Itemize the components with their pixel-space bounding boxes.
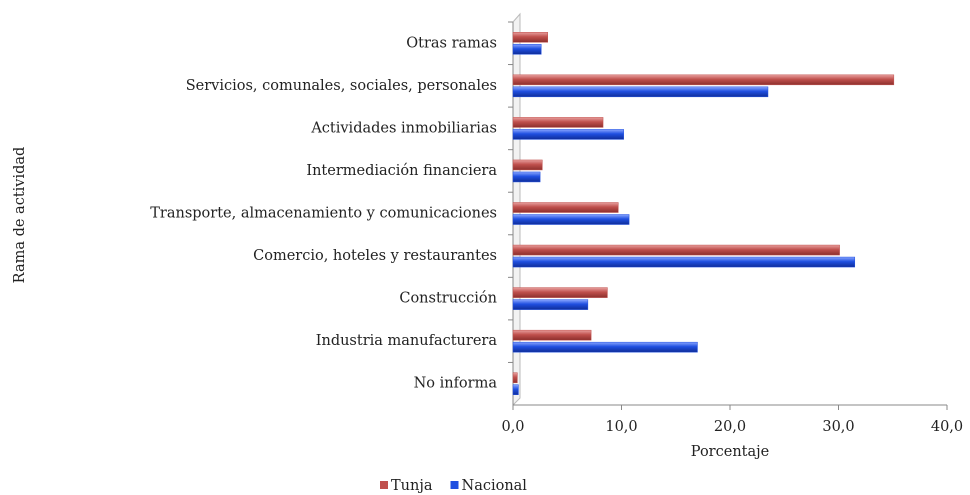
bar — [512, 44, 542, 55]
legend-label: Nacional — [462, 478, 528, 494]
bar — [512, 214, 630, 225]
y-tick-label: Comercio, hoteles y restaurantes — [253, 248, 497, 264]
bar — [512, 372, 518, 383]
y-axis-label: Rama de actividad — [12, 147, 28, 284]
y-tick-label: Industria manufacturera — [316, 333, 498, 349]
y-tick-label: Construcción — [399, 291, 497, 307]
bar — [512, 244, 840, 256]
bar — [512, 129, 624, 140]
y-tick-label: No informa — [414, 376, 498, 392]
bar — [512, 86, 769, 98]
bar — [512, 32, 548, 43]
bar — [512, 384, 519, 395]
legend-label: Tunja — [391, 478, 433, 494]
y-tick-label: Intermediación financiera — [306, 163, 497, 179]
legend-swatch — [450, 481, 459, 489]
bar — [512, 202, 619, 213]
y-tick-label: Actividades inmobiliarias — [310, 120, 497, 136]
bar — [512, 171, 541, 183]
x-tick-label: 30,0 — [822, 419, 854, 435]
x-tick-label: 0,0 — [501, 419, 524, 435]
y-tick-label: Transporte, almacenamiento y comunicacio… — [150, 206, 497, 222]
legend-swatch — [380, 481, 388, 489]
bar — [512, 299, 589, 310]
y-tick-label: Servicios, comunales, sociales, personal… — [186, 78, 497, 94]
bar — [512, 256, 856, 268]
bar — [512, 159, 543, 171]
bar — [512, 117, 604, 128]
bar — [512, 329, 592, 341]
bar — [512, 74, 895, 86]
x-axis-label: Porcentaje — [691, 444, 769, 460]
bar — [512, 287, 608, 298]
x-tick-label: 20,0 — [714, 419, 746, 435]
bar — [512, 341, 698, 353]
x-tick-label: 40,0 — [931, 419, 963, 435]
y-tick-label: Otras ramas — [406, 35, 497, 51]
x-tick-label: 10,0 — [605, 419, 637, 435]
